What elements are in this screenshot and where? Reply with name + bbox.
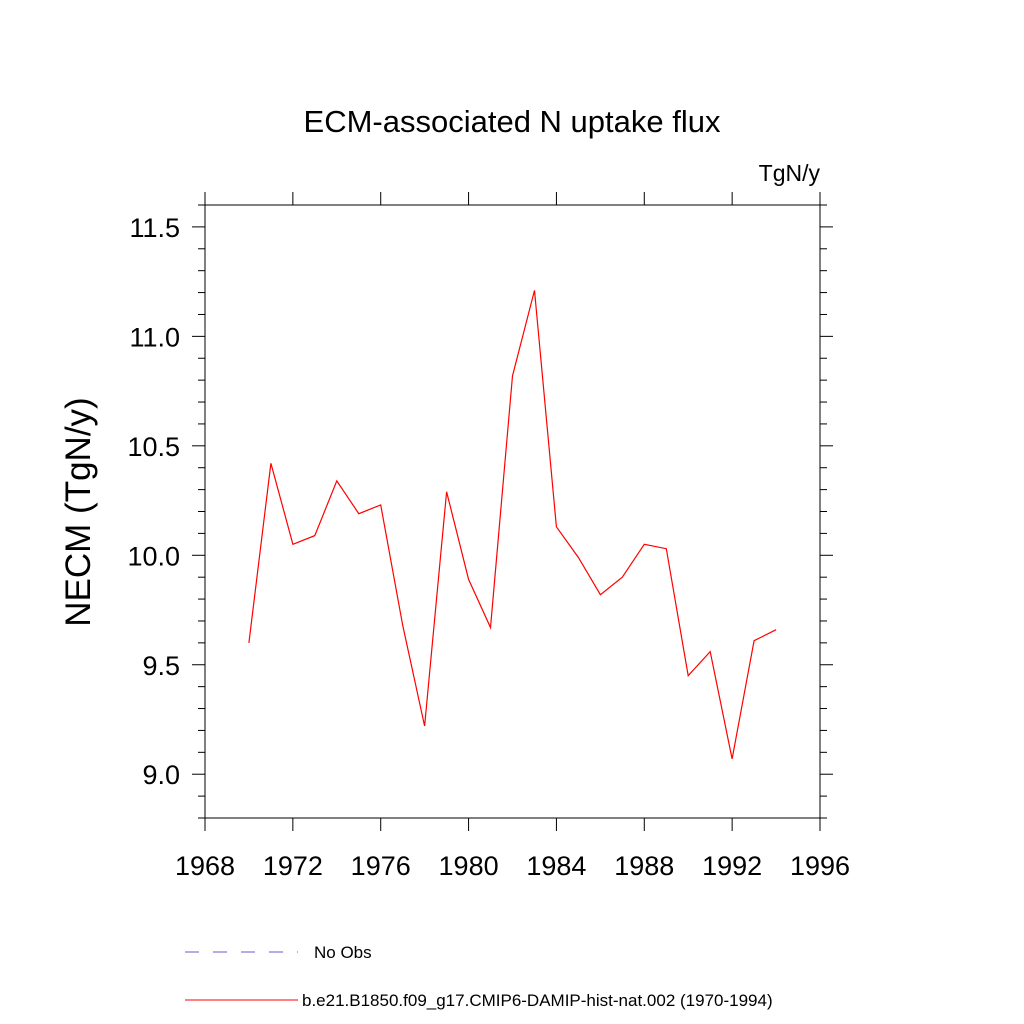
x-tick-label: 1976 — [351, 851, 411, 881]
chart-title: ECM-associated N uptake flux — [304, 104, 721, 139]
y-axis-label: NECM (TgN/y) — [59, 397, 98, 626]
y-tick-label: 11.5 — [129, 213, 180, 243]
units-label: TgN/y — [759, 160, 821, 186]
plot-frame — [204, 204, 821, 819]
x-tick-label: 1984 — [526, 851, 586, 881]
y-tick-label: 9.5 — [142, 651, 180, 681]
x-tick-label: 1992 — [702, 851, 762, 881]
x-tick-label: 1968 — [175, 851, 235, 881]
x-tick-label: 1996 — [790, 851, 850, 881]
y-tick-label: 9.0 — [142, 760, 180, 790]
legend-label: b.e21.B1850.f09_g17.CMIP6-DAMIP-hist-nat… — [302, 991, 773, 1010]
y-tick-label: 10.5 — [127, 432, 180, 462]
x-tick-label: 1972 — [263, 851, 323, 881]
y-tick-label: 11.0 — [129, 322, 180, 352]
x-tick-label: 1980 — [439, 851, 499, 881]
axes: 1968 1972 1976 1980 1984 1988 1992 1996 9.0 9.5 10… — [127, 192, 850, 881]
x-tick-label: 1988 — [614, 851, 674, 881]
series-layer — [248, 290, 777, 760]
legend: No Obs b.e21.B1850.f09_g17.CMIP6-DAMIP-hi… — [185, 943, 773, 1010]
y-tick-label: 10.0 — [127, 541, 180, 571]
series-line — [248, 290, 777, 760]
legend-label: No Obs — [314, 943, 372, 962]
